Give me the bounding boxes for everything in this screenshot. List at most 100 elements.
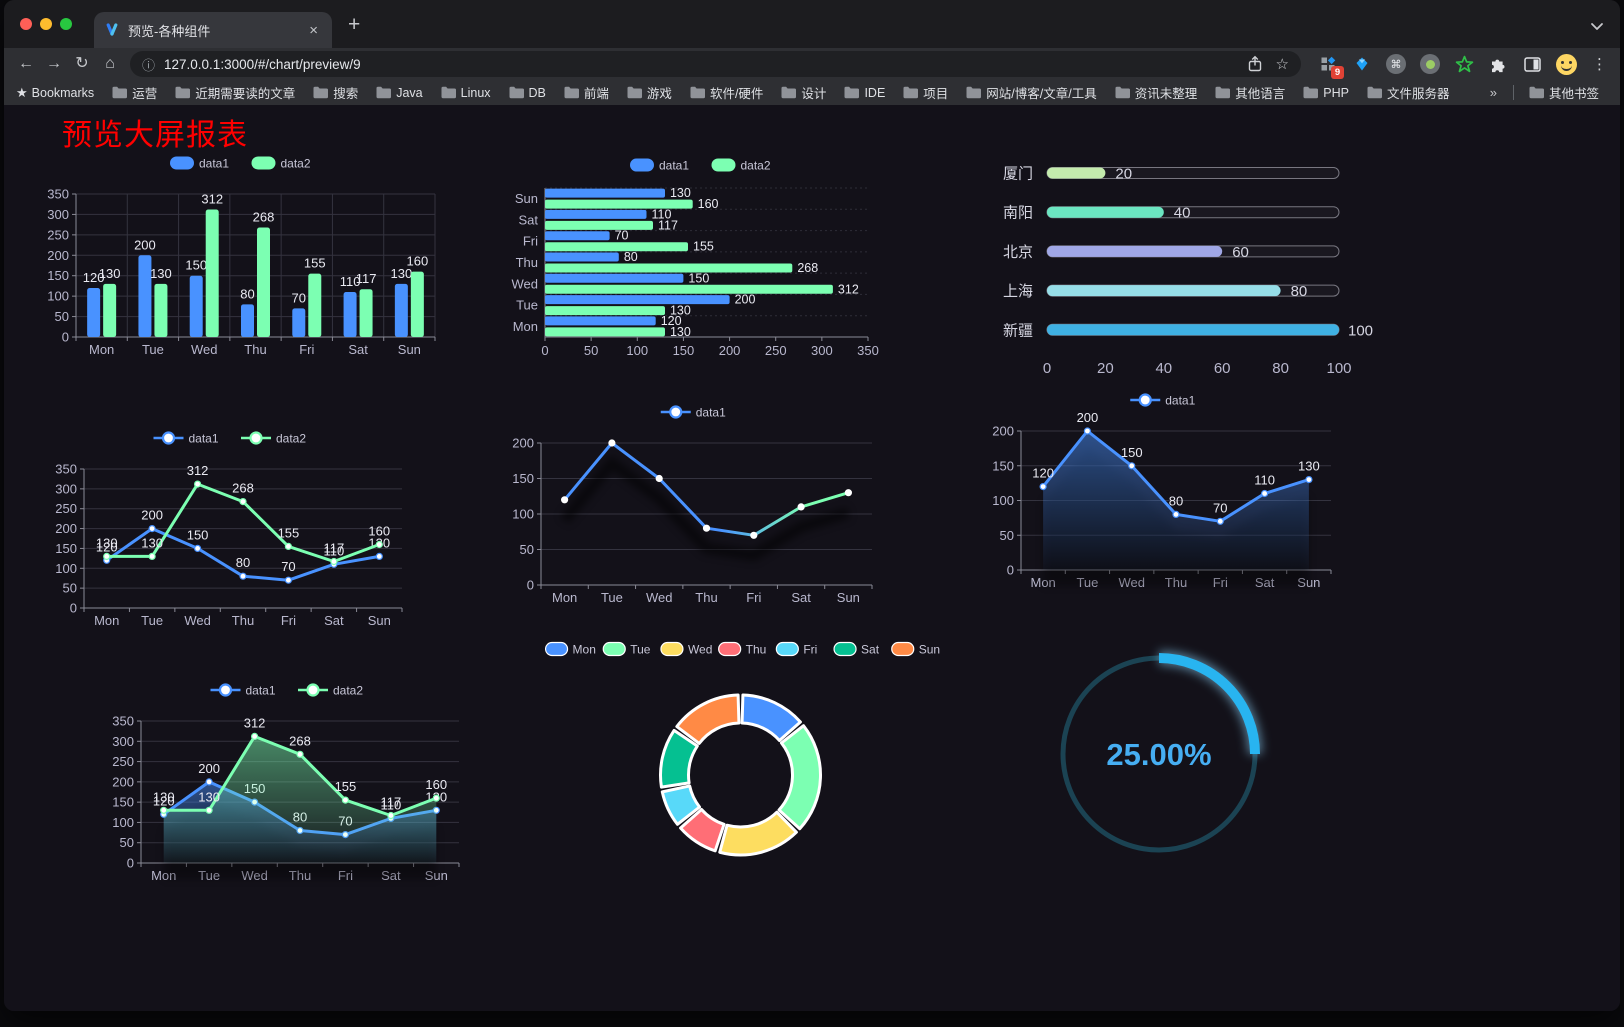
bookmark-star-icon[interactable]: ☆ <box>1275 56 1289 73</box>
sidebar-toggle-icon[interactable] <box>1521 53 1543 75</box>
diamond-extension-icon[interactable] <box>1351 53 1373 75</box>
svg-text:0: 0 <box>1043 360 1051 377</box>
folder-icon <box>1115 86 1130 99</box>
svg-text:Mon: Mon <box>573 643 596 657</box>
tab-search-chevron-icon[interactable] <box>1590 18 1604 36</box>
maximize-window-button[interactable] <box>60 18 72 30</box>
folder-icon <box>627 86 642 99</box>
site-info-icon[interactable]: ⓘ <box>142 57 156 73</box>
bookmarks-overflow-chevron[interactable]: » <box>1489 85 1497 100</box>
svg-text:268: 268 <box>797 261 818 275</box>
minimize-window-button[interactable] <box>40 18 52 30</box>
browser-tab[interactable]: 预览-各种组件 × <box>94 12 332 48</box>
svg-text:Fri: Fri <box>803 643 817 657</box>
green-star-extension-icon[interactable] <box>1453 53 1475 75</box>
recorder-extension-icon[interactable] <box>1419 53 1441 75</box>
folder-icon <box>781 86 797 99</box>
donut-pie-chart[interactable]: Mon Tue Wed Thu Fri Sat Sun <box>544 635 940 887</box>
bookmark-folder[interactable]: Linux <box>432 86 500 100</box>
svg-text:150: 150 <box>688 271 709 285</box>
two-series-line-chart[interactable]: 0 50 100 150 200 250 300 350 Mon Tue Wed Thu Fri Sat S… <box>46 423 418 635</box>
svg-text:150: 150 <box>512 471 534 486</box>
svg-text:117: 117 <box>380 795 401 810</box>
folder-icon <box>1529 86 1544 99</box>
bookmark-folder[interactable]: 运营 <box>103 83 166 102</box>
gradient-line-chart[interactable]: 0 50 100 150 200 Mon Tue Wed Thu Fri Sat Sun data1 <box>503 397 888 612</box>
svg-text:150: 150 <box>55 541 77 556</box>
svg-text:Thu: Thu <box>232 613 254 628</box>
svg-text:Mon: Mon <box>94 613 119 628</box>
folder-icon <box>1303 86 1319 99</box>
bookmarks-bar: ★ Bookmarks 运营 近期需要读的文章 搜索 Java Linux DB 前端 游戏软… <box>4 80 1620 105</box>
bookmark-folder[interactable]: 资讯未整理 <box>1106 83 1207 102</box>
svg-text:Tue: Tue <box>142 342 164 357</box>
bookmark-folder[interactable]: 游戏 <box>618 83 681 102</box>
new-tab-button[interactable]: + <box>348 12 361 36</box>
two-series-area-chart[interactable]: 050100150200250300350MonTueWedThuFriSatS… <box>103 675 475 890</box>
svg-text:268: 268 <box>289 733 311 748</box>
tab-close-icon[interactable]: × <box>309 21 318 39</box>
home-button[interactable]: ⌂ <box>105 55 115 72</box>
svg-text:Fri: Fri <box>299 342 314 357</box>
folder-icon <box>690 86 705 99</box>
bookmark-folder[interactable]: DB <box>500 86 555 100</box>
bookmark-folder[interactable]: 其他语言 <box>1206 83 1294 102</box>
bookmark-folder[interactable]: Java <box>367 86 431 100</box>
svg-text:0: 0 <box>527 578 534 593</box>
svg-text:200: 200 <box>141 508 163 523</box>
svg-text:50: 50 <box>63 581 77 596</box>
reload-button[interactable]: ↻ <box>75 55 89 72</box>
svg-text:150: 150 <box>673 343 695 358</box>
svg-text:100: 100 <box>1348 322 1373 339</box>
back-button[interactable]: ← <box>18 55 34 72</box>
bookmark-folder[interactable]: 前端 <box>555 83 618 102</box>
other-bookmarks-folder[interactable]: 其他书签 <box>1520 83 1608 102</box>
gauge-chart[interactable]: 25.00% <box>1040 635 1278 873</box>
browser-menu-icon[interactable]: ⋮ <box>1592 56 1607 73</box>
forward-button[interactable]: → <box>46 55 62 72</box>
folder-icon <box>564 86 579 99</box>
extensions-puzzle-icon[interactable] <box>1487 53 1509 75</box>
svg-text:250: 250 <box>765 343 787 358</box>
folder-icon <box>903 86 919 99</box>
svg-text:110: 110 <box>1254 473 1275 488</box>
svg-text:130: 130 <box>670 325 691 339</box>
svg-text:300: 300 <box>811 343 833 358</box>
svg-text:data2: data2 <box>741 159 771 173</box>
bookmark-folder[interactable]: 软件/硬件 <box>681 83 772 102</box>
svg-text:312: 312 <box>201 192 223 207</box>
svg-text:80: 80 <box>1272 360 1289 377</box>
bookmark-folder[interactable]: 项目 <box>894 83 957 102</box>
bookmark-folder[interactable]: 文件服务器 <box>1358 83 1459 102</box>
svg-text:Wed: Wed <box>688 643 712 657</box>
svg-text:Sun: Sun <box>515 191 538 206</box>
svg-text:117: 117 <box>356 271 377 286</box>
command-extension-icon[interactable]: ⌘ <box>1385 53 1407 75</box>
svg-text:50: 50 <box>520 542 534 557</box>
bookmark-folder[interactable]: PHP <box>1294 86 1358 100</box>
svg-text:110: 110 <box>323 543 344 558</box>
svg-text:130: 130 <box>670 304 691 318</box>
folder-icon <box>376 86 392 99</box>
svg-text:160: 160 <box>425 777 447 792</box>
area-line-chart[interactable]: 050100150200MonTueWedThuFriSatSun1202001… <box>983 385 1347 597</box>
horizontal-bar-chart[interactable]: 0 50 100 150 200 250 300 350 Mon 120 130 Tue 200 130 W… <box>505 150 900 365</box>
bookmark-folder[interactable]: 设计 <box>772 83 835 102</box>
tab-manager-extension-icon[interactable]: 9 <box>1317 53 1344 79</box>
svg-text:250: 250 <box>55 501 77 516</box>
bookmark-folder[interactable]: 近期需要读的文章 <box>166 83 304 102</box>
bookmark-folder[interactable]: 网站/博客/文章/工具 <box>957 83 1105 102</box>
svg-text:117: 117 <box>658 218 678 232</box>
address-bar[interactable]: ⓘ 127.0.0.1:3000/#/chart/preview/9 ☆ <box>130 51 1301 77</box>
svg-text:160: 160 <box>407 254 429 269</box>
bookmark-folder[interactable]: IDE <box>835 86 894 100</box>
svg-text:data1: data1 <box>189 432 219 446</box>
grouped-bar-chart[interactable]: 0 50 100 150 200 250 300 350 120 130 Mon 200 130 Tue 1… <box>40 148 445 363</box>
share-icon[interactable] <box>1246 55 1264 73</box>
bookmarks-root[interactable]: Bookmarks <box>31 85 95 100</box>
progress-bar-chart[interactable]: 厦门 20 南阳 40 北京 60 上海 80 新疆 100 0 20 40 60 80 100 <box>987 155 1377 385</box>
close-window-button[interactable] <box>20 18 32 30</box>
svg-text:Thu: Thu <box>516 255 538 270</box>
bookmark-folder[interactable]: 搜索 <box>304 83 367 102</box>
profile-avatar[interactable] <box>1555 53 1577 75</box>
